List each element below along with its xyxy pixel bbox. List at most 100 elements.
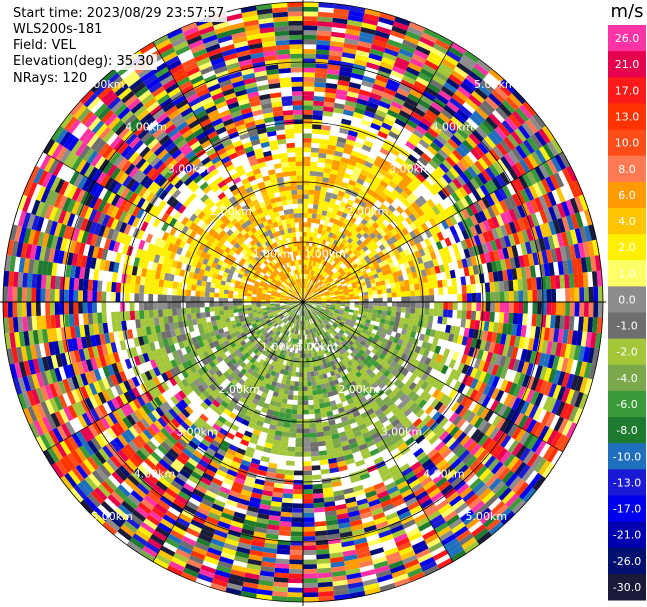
velocity-gate: [356, 260, 362, 267]
velocity-gate: [352, 186, 361, 194]
velocity-gate: [305, 259, 308, 265]
velocity-gate: [330, 273, 336, 279]
velocity-gate: [368, 275, 375, 281]
velocity-gate: [306, 295, 310, 299]
velocity-gate: [340, 157, 350, 164]
velocity-gate: [323, 287, 329, 292]
velocity-gate: [351, 68, 365, 76]
velocity-gate: [474, 87, 489, 100]
velocity-gate: [284, 469, 295, 476]
velocity-gate: [542, 193, 553, 208]
velocity-gate: [527, 290, 533, 302]
velocity-gate: [462, 302, 468, 311]
velocity-gate: [383, 226, 391, 235]
velocity-gate: [559, 315, 566, 330]
velocity-gate: [303, 16, 318, 22]
velocity-gate: [502, 269, 509, 281]
velocity-gate: [372, 39, 387, 48]
velocity-gate: [350, 150, 361, 158]
velocity-gate: [396, 291, 402, 298]
velocity-gate: [560, 302, 566, 316]
velocity-gate: [559, 274, 566, 289]
velocity-gate: [366, 188, 375, 196]
velocity-gate: [509, 257, 516, 269]
velocity-gate: [512, 110, 526, 125]
velocity-gate: [405, 233, 413, 242]
velocity-gate: [167, 308, 173, 317]
velocity-gate: [427, 260, 435, 268]
velocity-gate: [414, 313, 420, 321]
velocity-gate: [582, 241, 590, 258]
velocity-gate: [403, 261, 410, 269]
velocity-gate: [219, 314, 226, 320]
velocity-gate: [459, 124, 472, 137]
velocity-gate: [479, 184, 490, 197]
velocity-gate: [303, 493, 314, 499]
velocity-gate: [322, 205, 329, 212]
velocity-gate: [321, 304, 327, 306]
velocity-gate: [409, 313, 415, 320]
velocity-gate: [450, 42, 467, 55]
velocity-gate: [346, 263, 353, 269]
velocity-gate: [498, 312, 505, 324]
velocity-gate: [306, 289, 310, 294]
velocity-gate: [305, 288, 308, 294]
velocity-gate: [328, 270, 333, 276]
velocity-gate: [306, 222, 312, 228]
velocity-gate: [291, 522, 303, 527]
velocity-gate: [327, 144, 337, 151]
velocity-gate: [469, 236, 477, 247]
velocity-gate: [288, 578, 303, 584]
velocity-gate: [306, 274, 309, 280]
velocity-gate: [463, 248, 471, 259]
velocity-gate: [349, 233, 357, 241]
velocity-gate: [327, 206, 334, 213]
velocity-gate: [303, 405, 309, 410]
velocity-gate: [352, 111, 364, 120]
velocity-gate: [286, 403, 293, 410]
velocity-gate: [320, 264, 325, 270]
velocity-gate: [368, 96, 381, 106]
velocity-gate: [306, 283, 309, 289]
velocity-gate: [472, 189, 482, 202]
velocity-gate: [299, 362, 303, 368]
velocity-gate: [394, 281, 401, 288]
velocity-gate: [411, 53, 427, 64]
velocity-gate: [441, 255, 448, 265]
velocity-gate: [460, 82, 475, 95]
velocity-gate: [361, 80, 374, 88]
velocity-gate: [377, 195, 386, 204]
velocity-gate: [312, 474, 322, 480]
velocity-gate: [310, 286, 314, 291]
velocity-gate: [565, 230, 574, 246]
velocity-gate: [409, 89, 423, 99]
velocity-gate: [328, 232, 334, 238]
velocity-gate: [570, 213, 580, 230]
velocity-gate: [438, 130, 451, 142]
velocity-gate: [432, 224, 441, 234]
velocity-gate: [409, 57, 425, 69]
velocity-gate: [307, 250, 312, 256]
velocity-gate: [593, 302, 599, 318]
velocity-gate: [323, 106, 334, 113]
velocity-gate: [486, 262, 493, 273]
velocity-gate: [488, 321, 495, 333]
velocity-gate: [528, 185, 539, 199]
velocity-gate: [318, 274, 323, 280]
velocity-gate: [358, 222, 365, 230]
velocity-gate: [204, 306, 210, 313]
velocity-gate: [475, 254, 482, 265]
velocity-gate: [351, 255, 358, 261]
velocity-gate: [286, 451, 296, 457]
velocity-gate: [313, 493, 324, 499]
velocity-gate: [318, 200, 325, 206]
velocity-gate: [344, 247, 350, 254]
velocity-gate: [307, 208, 313, 214]
velocity-gate: [329, 319, 335, 324]
velocity-gate: [371, 164, 381, 173]
velocity-gate: [443, 104, 457, 117]
velocity-gate: [410, 111, 423, 122]
velocity-gate: [393, 276, 400, 283]
velocity-gate: [409, 230, 417, 239]
velocity-gate: [552, 234, 560, 249]
